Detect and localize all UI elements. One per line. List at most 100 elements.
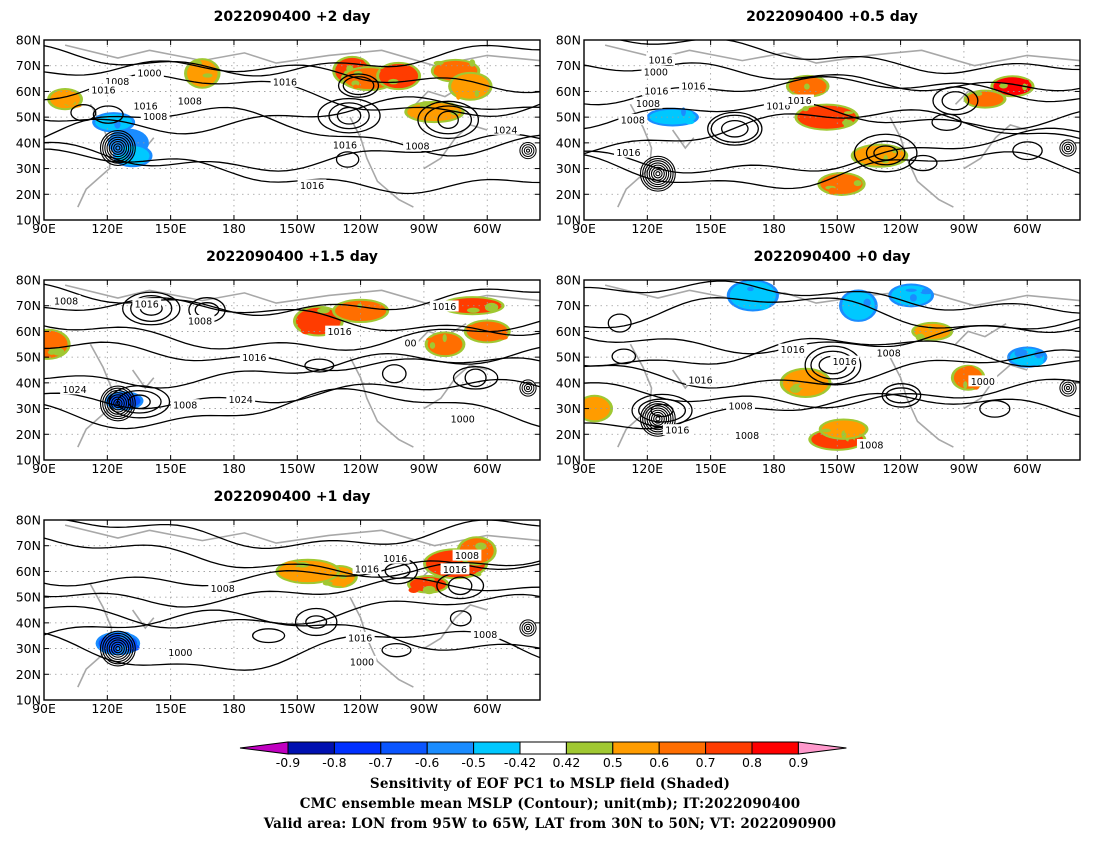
pressure-cell-contour [710,114,759,143]
contour-label: 1008 [455,551,479,562]
isobar-contour [584,109,1080,155]
cyclone-contour [1066,146,1070,150]
pressure-cell-contour [941,91,970,111]
y-tick-label: 80N [16,33,41,48]
coastline [349,596,414,688]
coastline [889,116,954,208]
isobar-contour [584,349,1080,389]
colorbar: -0.9 -0.8 -0.7 -0.6 -0.5 -0.42 0.42 0.5 0.6 0.7 0.… [239,741,847,770]
x-tick-label: 90W [410,461,438,476]
x-tick-label: 150W [279,701,315,716]
isobar-contour [44,388,540,430]
pressure-cell-contour [304,358,335,373]
contour-label: 1008 [473,630,497,641]
contour-label: 1008 [621,115,645,126]
isobar-contour [44,341,540,372]
colorbar-tick-label: 0.8 [742,755,762,770]
cyclone-contour [639,155,676,192]
pressure-cell-contour [70,104,97,122]
cyclone-contour [104,635,132,663]
contour-label: 1016 [665,426,689,437]
pressure-cell-contour [337,73,380,98]
x-tick-label: 60W [1013,461,1041,476]
contour-label: 1016 [300,181,324,192]
contour-label: 1016 [135,300,159,311]
colorbar-tick-label: -0.7 [369,755,393,770]
y-tick-label: 60N [16,84,41,99]
x-tick-label: 90W [950,221,978,236]
cyclone-contour [644,160,672,188]
contour-label: 1000 [971,377,995,388]
y-tick-label: 30N [556,401,581,416]
isobar-contour [44,283,540,317]
x-tick-label: 150W [279,461,315,476]
cyclone-contour [108,394,128,413]
cyclone-contour [655,416,661,422]
x-tick-label: 60W [1013,221,1041,236]
cyclone-contour [104,134,132,162]
cyclone-contour [639,400,676,437]
x-tick-label: 120E [91,701,123,716]
pressure-cell-contour [92,105,124,124]
pressure-cell-contour [305,615,328,629]
cyclone-contour [104,389,132,417]
cyclone-contour [113,143,123,153]
isobar-contour [44,133,540,172]
x-tick-label: 150W [279,221,315,236]
y-tick-label: 70N [16,58,41,73]
isobar-contour [44,630,540,671]
map-panel: 2022090400 +0 day 1016 1016 1008 1000 1008 101… [556,249,1081,476]
pressure-cell-contour [881,383,922,408]
y-tick-label: 80N [16,273,41,288]
cyclone-contour [99,130,136,166]
y-tick-label: 70N [556,58,581,73]
pressure-cell-contour [804,345,862,385]
cyclone-contour [523,146,533,155]
contour-label: 1016 [681,81,705,92]
panel-title: 2022090400 +1 day [214,489,371,505]
cyclone-contour [102,632,134,665]
y-tick-label: 30N [16,641,41,656]
cyclone-contour [108,639,128,658]
isobar-contour [44,60,540,94]
contour-label: 1000 [644,67,668,78]
panel-frame [43,519,541,701]
x-tick-label: 60W [473,221,501,236]
colorbar-tick-label: 0.7 [696,755,716,770]
colorbar-tick-label: 0.5 [603,755,623,770]
pressure-cell-contour [417,100,480,140]
pressure-cell-contour [853,133,918,173]
y-tick-label: 40N [16,375,41,390]
contour-label: 1016 [648,56,672,67]
colorbar-segment [612,741,660,755]
x-tick-label: 120E [631,461,663,476]
cyclone-contour [1061,141,1075,155]
cyclone-contour [110,641,125,656]
isobar-contour [44,537,540,578]
cyclone-contour [113,398,123,409]
x-tick-label: 90W [410,221,438,236]
cyclone-contour [115,400,121,406]
pressure-cell-contour [381,643,412,658]
pressure-cell-contour [464,368,487,388]
x-tick-label: 60W [473,461,501,476]
cyclone-contour [102,387,134,420]
isobar-contour [44,320,540,351]
x-tick-label: 120E [91,461,123,476]
cyclone-contour [646,407,670,431]
y-tick-label: 50N [16,590,41,605]
colorbar-tick-label: -0.8 [322,755,346,770]
y-tick-label: 50N [16,350,41,365]
contour-label: 1008 [173,401,197,412]
pressure-cell-contour [865,140,906,166]
cyclone-contour [642,157,674,190]
cyclone-contour [1059,379,1077,397]
panel-frame [43,279,541,461]
pressure-cell-contour [873,145,899,161]
cyclone-contour [115,145,121,151]
x-tick-label: 150W [819,461,855,476]
x-tick-label: 90E [32,461,56,476]
contour-label: 1016 [355,565,379,576]
y-tick-label: 20N [16,427,41,442]
